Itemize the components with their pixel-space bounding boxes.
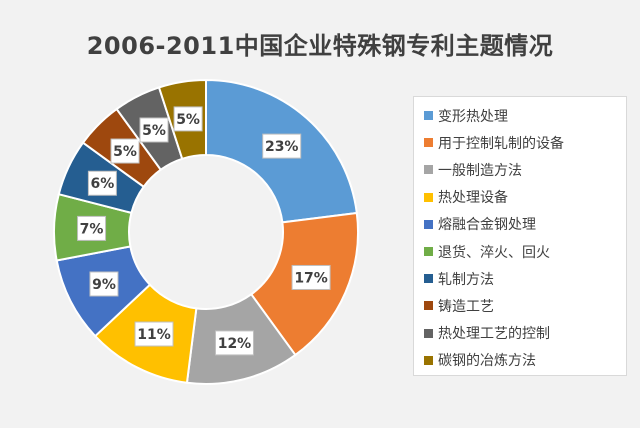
legend-swatch-8 (424, 301, 433, 311)
legend-swatch-10 (424, 355, 433, 365)
legend-swatch-2 (424, 138, 433, 148)
slice-label-9: 5% (139, 117, 169, 143)
legend-item-2: 用于控制轧制的设备 (424, 129, 626, 156)
slice-label-box-2 (291, 264, 331, 290)
slice-label-box-4 (134, 321, 174, 347)
legend-swatch-4 (424, 192, 433, 202)
legend-swatch-7 (424, 274, 433, 284)
legend-item-3: 一般制造方法 (424, 156, 626, 183)
legend-item-9: 热处理工艺的控制 (424, 320, 626, 347)
legend-item-5: 熔融合金钢处理 (424, 211, 626, 238)
slice-label-text-1: 23% (265, 139, 299, 155)
legend-label-8: 铸造工艺 (438, 298, 494, 315)
chart-title: 2006-2011中国企业特殊钢专利主题情况 (86, 32, 554, 60)
slice-label-box-5 (89, 271, 119, 297)
legend-item-4: 热处理设备 (424, 184, 626, 211)
legend-item-7: 轧制方法 (424, 265, 626, 292)
legend-label-9: 热处理工艺的控制 (438, 326, 550, 343)
legend-label-1: 变形热处理 (438, 108, 508, 125)
slice-label-text-10: 5% (176, 112, 200, 128)
slice-label-text-2: 17% (294, 270, 328, 286)
slice-label-box-6 (77, 215, 107, 241)
slice-label-6: 7% (77, 215, 107, 241)
slice-label-text-3: 12% (218, 336, 252, 352)
legend-item-8: 铸造工艺 (424, 292, 626, 319)
legend-item-1: 变形热处理 (424, 102, 626, 129)
slice-label-4: 11% (134, 321, 174, 347)
slice-label-3: 12% (214, 330, 254, 356)
legend-swatch-5 (424, 219, 433, 229)
slice-label-10: 5% (173, 106, 203, 132)
slice-label-7: 6% (87, 170, 117, 196)
legend-label-2: 用于控制轧制的设备 (438, 135, 564, 152)
slice-label-text-5: 9% (92, 277, 116, 293)
slice-label-text-6: 7% (80, 221, 104, 237)
slice-label-8: 5% (110, 138, 140, 164)
legend-item-10: 碳钢的冶炼方法 (424, 347, 626, 374)
legend-label-3: 一般制造方法 (438, 162, 522, 179)
slice-label-box-10 (173, 106, 203, 132)
legend-label-4: 热处理设备 (438, 190, 508, 207)
slice-label-5: 9% (89, 271, 119, 297)
legend-label-7: 轧制方法 (438, 271, 494, 288)
chart-legend: 变形热处理用于控制轧制的设备 一般制造方法 热处理设备熔融合金钢处理 退货、淬火、回火… (413, 96, 627, 376)
slice-label-2: 17% (291, 264, 331, 290)
legend-label-5: 熔融合金钢处理 (438, 217, 536, 234)
slice-label-1: 23% (262, 133, 302, 159)
slice-label-box-1 (262, 133, 302, 159)
slice-label-text-8: 5% (113, 144, 137, 160)
slice-label-text-9: 5% (142, 123, 166, 139)
slice-label-box-8 (110, 138, 140, 164)
legend-label-6: 退货、淬火、回火 (438, 244, 550, 261)
slice-label-text-7: 6% (91, 176, 115, 192)
slice-label-box-3 (214, 330, 254, 356)
legend-swatch-1 (424, 111, 433, 121)
legend-swatch-9 (424, 328, 433, 338)
legend-swatch-3 (424, 165, 433, 175)
slice-label-box-9 (139, 117, 169, 143)
legend-swatch-6 (424, 247, 433, 257)
legend-item-6: 退货、淬火、回火 (424, 238, 626, 265)
slice-label-text-4: 11% (137, 327, 171, 343)
legend-label-10: 碳钢的冶炼方法 (438, 353, 536, 370)
slice-label-box-7 (87, 170, 117, 196)
